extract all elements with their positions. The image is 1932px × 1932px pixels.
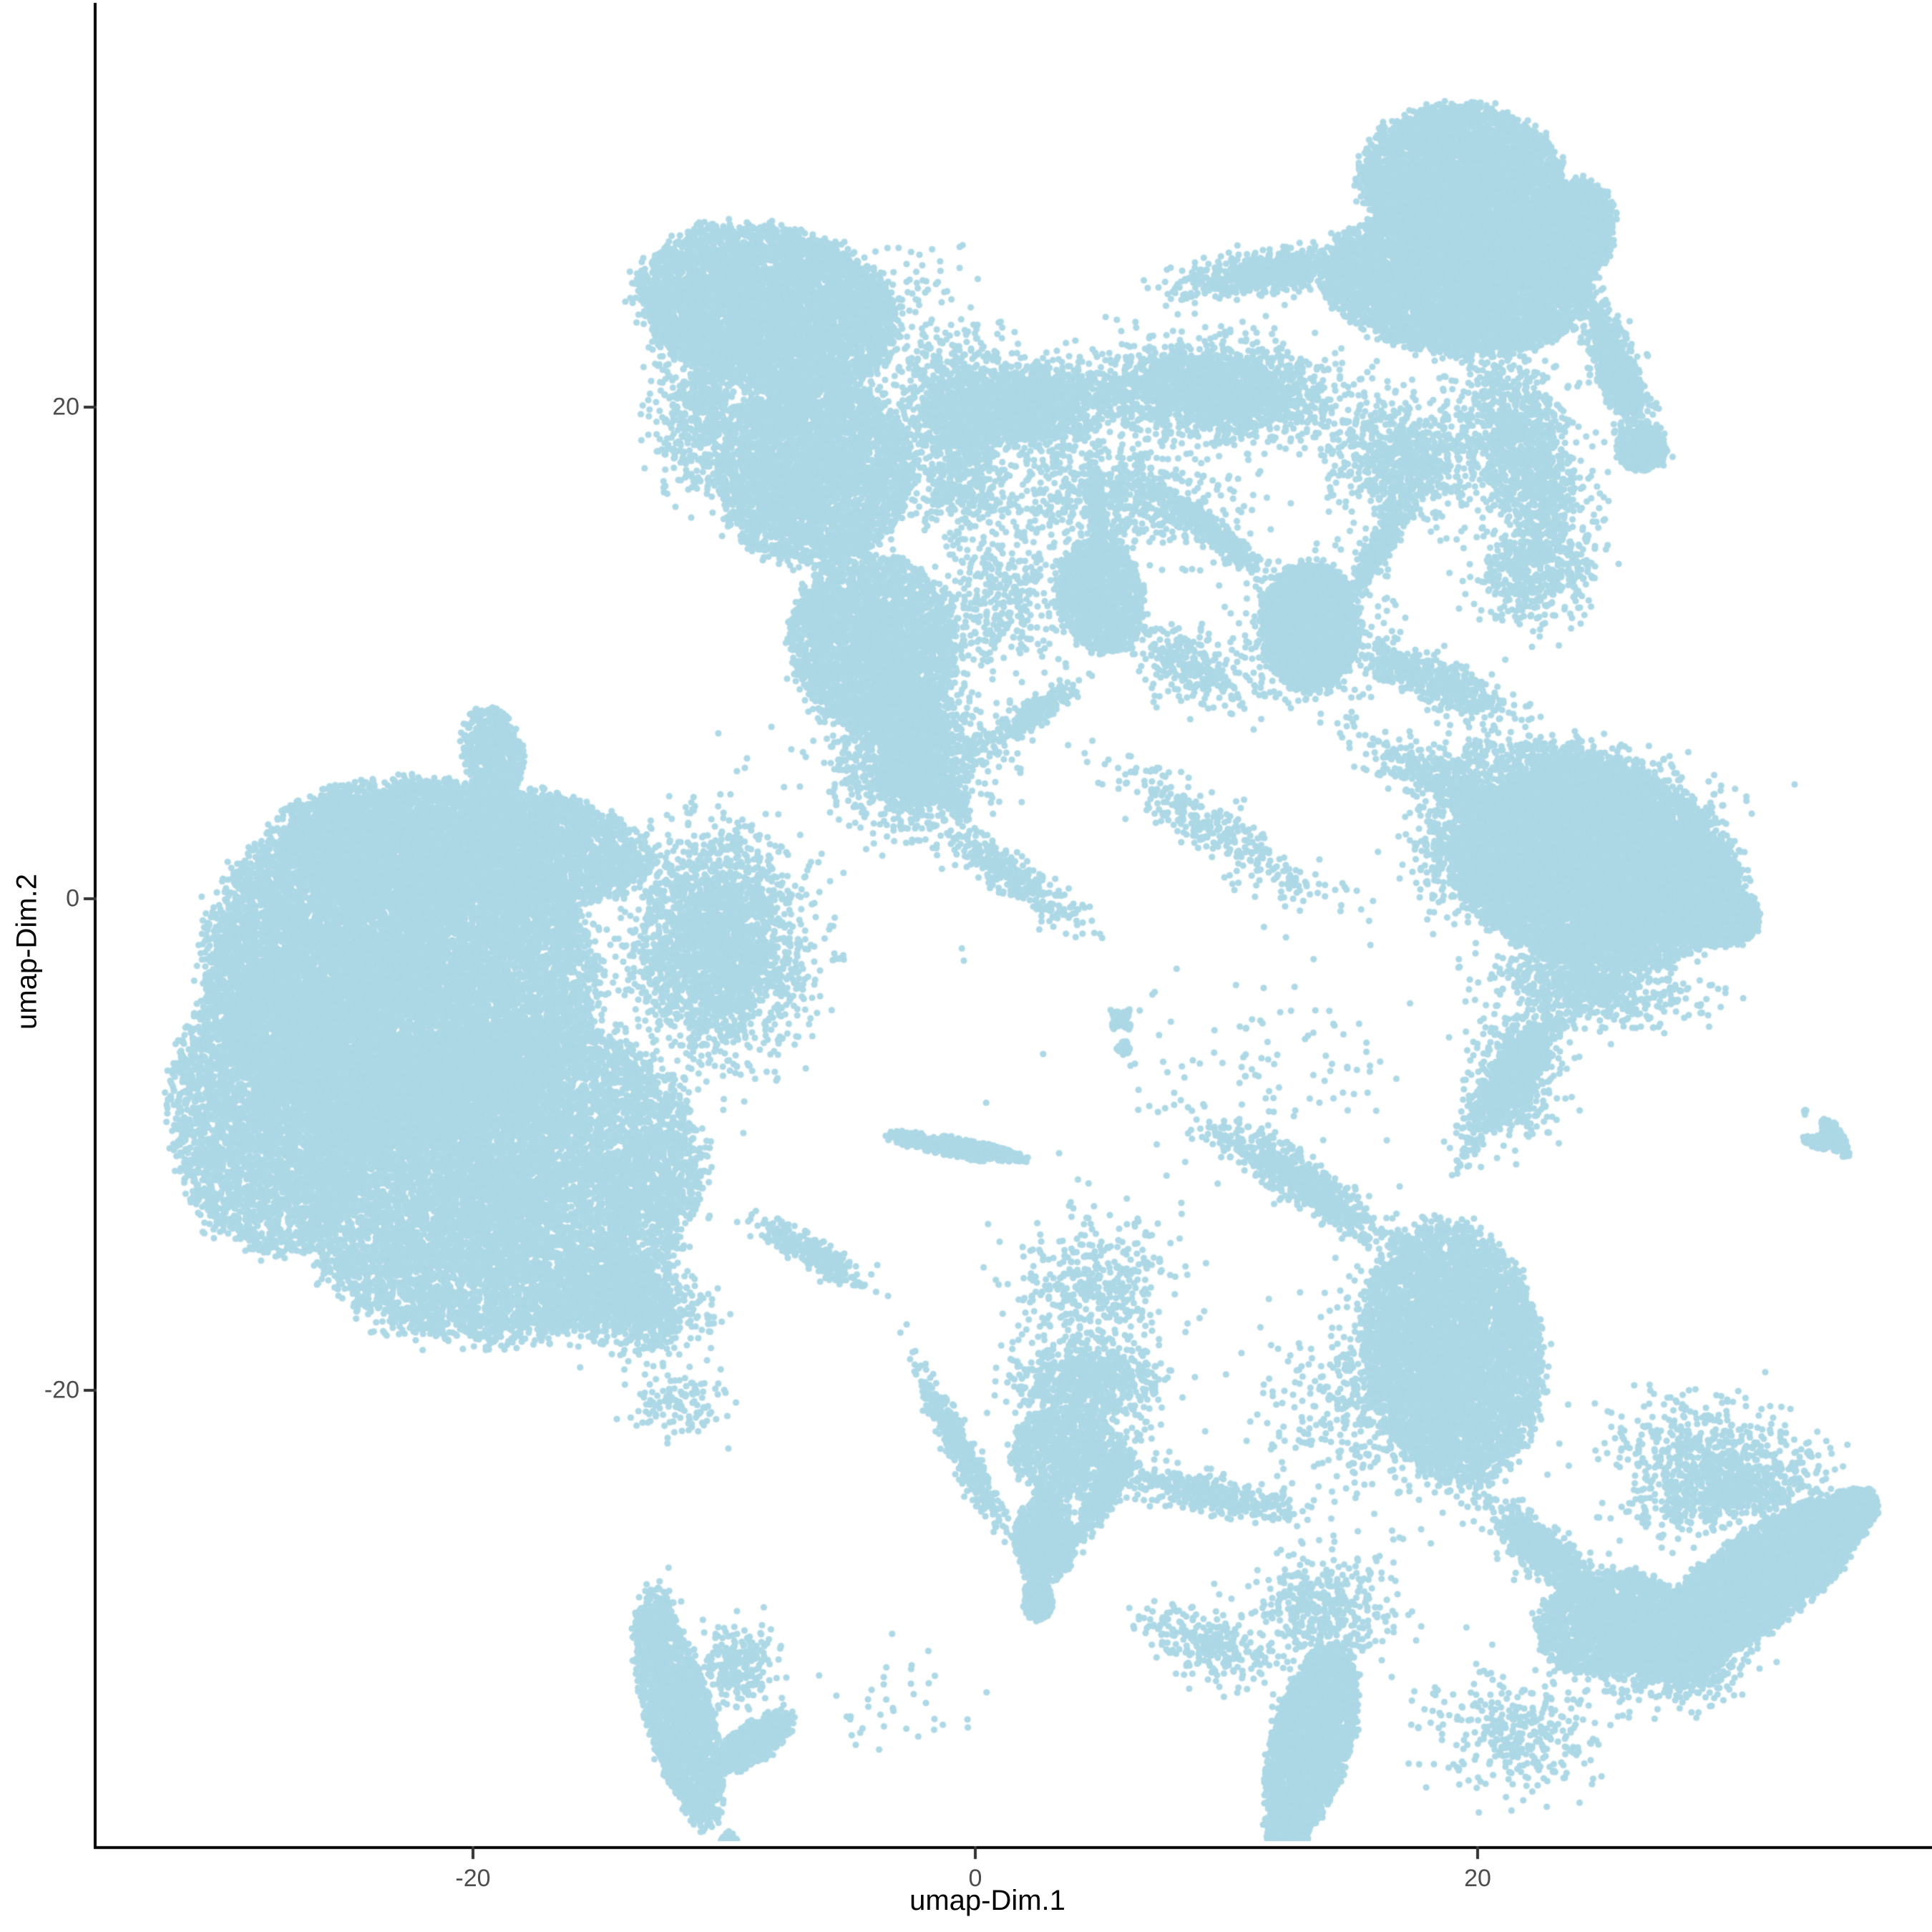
x-axis-tick-label: 0 [968, 1865, 982, 1892]
y-axis-title: umap-Dim.2 [11, 874, 43, 1030]
x-axis-title: umap-Dim.1 [909, 1885, 1065, 1916]
x-axis-tick-label: -20 [455, 1865, 491, 1892]
y-axis-tick-label: 20 [52, 393, 79, 421]
y-axis-tick-label: 0 [66, 884, 79, 912]
y-axis-tick-label: -20 [44, 1376, 79, 1404]
x-axis-tick-label: 20 [1464, 1865, 1491, 1892]
